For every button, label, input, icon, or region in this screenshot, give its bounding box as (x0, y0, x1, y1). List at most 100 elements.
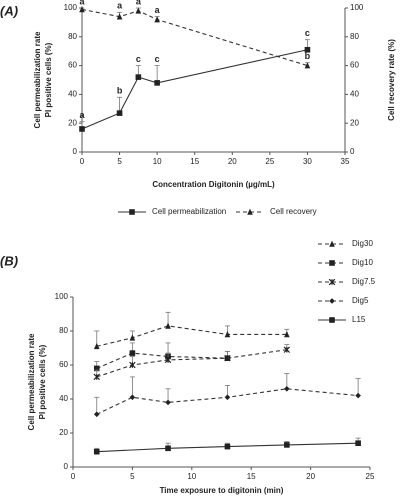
marker (129, 394, 136, 401)
marker (304, 62, 311, 69)
y2-tick-label: 80 (350, 32, 359, 41)
y2-tick-label: 20 (350, 118, 359, 127)
marker (283, 346, 291, 353)
marker (329, 260, 335, 266)
x-tick-label: 10 (153, 157, 162, 166)
y-tick-label: 40 (59, 394, 68, 403)
y-tick-label: 80 (59, 326, 68, 335)
series-line (96, 349, 287, 378)
marker (135, 74, 142, 80)
x-tick-label: 0 (80, 157, 85, 166)
marker (129, 350, 136, 356)
y2-tick-label: 40 (350, 90, 359, 99)
y-tick-label: 60 (68, 61, 77, 70)
marker (224, 331, 231, 338)
x-tick-label: 5 (117, 157, 122, 166)
significance-letter: b (117, 86, 123, 96)
marker (165, 322, 171, 329)
marker (79, 126, 85, 132)
x-axis-label: Concentration Digitonin (µg/mL) (152, 180, 275, 189)
marker (116, 13, 123, 20)
x-axis-label: Time exposure to digitonin (min) (160, 486, 284, 495)
marker (247, 208, 253, 215)
significance-letter: a (155, 5, 161, 15)
series-line (96, 325, 287, 347)
marker (93, 365, 100, 372)
marker (304, 46, 311, 53)
y-tick-label: 80 (68, 32, 77, 41)
marker (93, 448, 100, 455)
significance-letter: a (79, 110, 85, 120)
marker (165, 399, 171, 406)
legend-label: Dig5 (352, 296, 369, 305)
significance-letter: a (136, 0, 142, 6)
y-tick-label: 60 (59, 360, 68, 369)
significance-letter: c (136, 54, 141, 64)
y-tick-label: 20 (59, 428, 68, 437)
legend-label: Dig30 (352, 239, 373, 248)
y-tick-label: 0 (64, 462, 69, 471)
marker (93, 342, 100, 350)
x-tick-label: 25 (366, 472, 375, 481)
y-axis-label: Cell permeabilization rate (27, 333, 36, 430)
y-tick-label: 40 (68, 90, 77, 99)
marker (224, 394, 231, 401)
y-tick-label: 0 (73, 147, 78, 156)
marker (135, 7, 142, 14)
legend-label: Dig10 (352, 258, 373, 267)
x-tick-label: 35 (341, 157, 350, 166)
series-line (81, 49, 308, 130)
marker (224, 354, 231, 362)
x-tick-label: 30 (303, 157, 312, 166)
y-axis-label: Cell permeabilization rate (33, 31, 42, 128)
y2-axis-label: Cell recovery rate (%) (387, 39, 396, 121)
marker (129, 209, 135, 215)
y-tick-label: 20 (68, 118, 77, 127)
marker (284, 386, 290, 392)
marker (129, 334, 136, 341)
y-tick-label: 100 (55, 292, 69, 301)
y2-tick-label: 60 (350, 61, 359, 70)
x-tick-label: 20 (228, 157, 237, 166)
marker (355, 440, 361, 446)
x-tick-label: 15 (190, 157, 199, 166)
y-tick-label: 100 (64, 3, 78, 12)
x-tick-label: 10 (187, 472, 196, 481)
marker (165, 445, 171, 452)
significance-letter: a (117, 1, 123, 11)
marker (329, 317, 335, 323)
x-tick-label: 15 (247, 472, 256, 481)
legend-label: Cell recovery (270, 207, 317, 216)
x-tick-label: 25 (265, 157, 274, 166)
significance-letter: c (305, 28, 310, 38)
marker (154, 80, 160, 86)
marker (129, 361, 136, 369)
legend-label: Dig7.5 (352, 277, 376, 286)
y2-tick-label: 0 (350, 147, 355, 156)
panel-label: (B) (0, 253, 18, 268)
marker (116, 110, 123, 116)
series-line (96, 388, 359, 415)
significance-letter: b (305, 51, 311, 61)
marker (329, 240, 335, 247)
marker (224, 443, 231, 450)
y-axis-label: PI positive cells (%) (44, 42, 53, 117)
x-tick-label: 5 (130, 472, 135, 481)
marker (284, 442, 290, 448)
legend-label: Cell permeabilization (152, 207, 226, 216)
y2-tick-label: 100 (350, 3, 364, 12)
series-line (96, 352, 228, 369)
x-tick-label: 20 (306, 472, 315, 481)
panel-label: (A) (0, 3, 18, 18)
marker (164, 356, 172, 364)
marker (93, 411, 100, 418)
marker (284, 331, 290, 338)
marker (93, 373, 100, 381)
marker (329, 298, 335, 304)
marker (355, 392, 361, 399)
significance-letter: a (79, 0, 85, 6)
y-axis-label: PI positive cells (%) (38, 344, 47, 419)
x-tick-label: 0 (71, 472, 76, 481)
marker (328, 278, 336, 286)
